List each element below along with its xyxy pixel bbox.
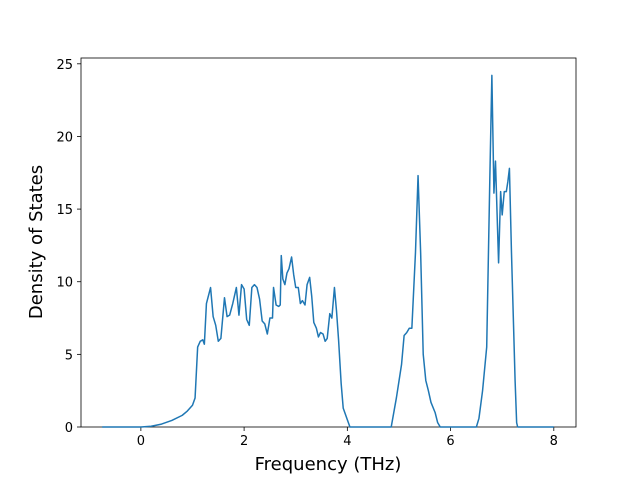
x-tick-label: 8 <box>550 434 558 449</box>
y-tick-label: 10 <box>56 276 73 291</box>
x-axis-label: Frequency (THz) <box>255 454 402 475</box>
line-series <box>102 74 554 428</box>
y-axis-label: Density of States <box>26 165 47 319</box>
y-tick-label: 15 <box>56 203 73 218</box>
x-tick-label: 0 <box>137 434 145 449</box>
y-tick-label: 20 <box>56 130 73 145</box>
y-tick-label: 25 <box>56 58 73 73</box>
y-tick-label: 0 <box>65 421 73 436</box>
x-tick-label: 4 <box>343 434 351 449</box>
plot-frame <box>80 57 577 428</box>
y-tick-label: 5 <box>65 348 73 363</box>
x-tick-label: 2 <box>240 434 248 449</box>
x-tick-label: 6 <box>446 434 454 449</box>
